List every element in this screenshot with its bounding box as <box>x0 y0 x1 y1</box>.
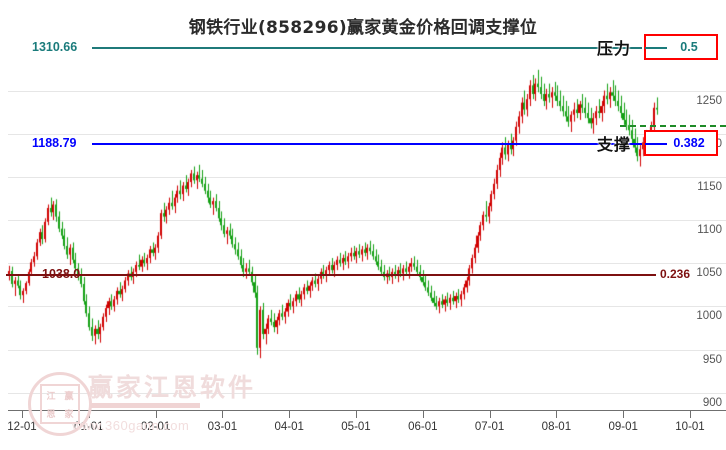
x-axis-tick-label: 12-01 <box>7 421 37 433</box>
x-axis-tick-label: 03-01 <box>207 421 238 433</box>
x-axis-tick-label: 04-01 <box>274 421 304 433</box>
badge-value: 0.382 <box>673 136 705 151</box>
fib-level-line <box>6 273 656 276</box>
x-axis-tick-label: 02-01 <box>140 421 171 433</box>
fib-level-badge[interactable]: 0.382 <box>644 130 718 157</box>
x-axis-tick-mark <box>690 410 691 418</box>
fib-level-left-label: 1310.66 <box>32 40 78 54</box>
x-axis-tick-mark <box>289 410 291 418</box>
x-axis-tick-label: 08-01 <box>541 421 572 433</box>
y-axis-tick-label: 900 <box>702 396 722 409</box>
plot-area: 125012001150110010501000950900 1310.66压力… <box>0 34 726 410</box>
x-axis-line <box>8 410 726 411</box>
level-annotation-label: 压力 <box>597 39 632 58</box>
x-axis-tick-mark <box>22 410 23 418</box>
last-price-dashed-line <box>620 125 726 128</box>
x-axis-tick-label: 01-01 <box>74 421 104 433</box>
x-axis-tick-mark <box>155 410 157 418</box>
x-axis-tick-mark <box>556 410 558 418</box>
x-axis-tick-label: 07-01 <box>474 421 505 433</box>
fib-level-left-label: 1188.79 <box>32 136 77 151</box>
fib-level-badge[interactable]: 0.5 <box>644 34 718 60</box>
x-axis-tick-mark <box>356 410 357 418</box>
x-axis-tick-mark <box>489 410 491 418</box>
x-axis-tick-mark <box>88 410 90 418</box>
x-axis-tick-label: 09-01 <box>608 421 638 433</box>
y-axis-tick-label: 1050 <box>696 267 722 280</box>
x-axis-tick-label: 05-01 <box>341 421 371 433</box>
badge-connector <box>645 47 667 49</box>
y-axis-tick-label: 1150 <box>697 180 722 193</box>
badge-value: 0.5 <box>680 40 698 54</box>
fib-level-line <box>92 143 642 146</box>
fib-level-right-label: 0.236 <box>660 266 691 281</box>
level-annotation-label: 支撑 <box>597 135 632 155</box>
y-axis-tick-label: 1000 <box>696 310 722 323</box>
y-axis-tick-label: 1250 <box>696 94 722 107</box>
y-axis-tick-label: 1100 <box>697 224 722 237</box>
x-axis-tick-label: 10-01 <box>675 421 705 433</box>
x-axis-tick-mark <box>422 410 424 418</box>
x-axis-tick-label: 06-01 <box>408 421 438 433</box>
page-title: 钢铁行业(858296)赢家黄金价格回调支撑位 <box>188 18 538 38</box>
x-axis-tick-mark <box>623 410 625 418</box>
candlestick-series <box>0 56 726 410</box>
x-axis-tick-mark <box>222 410 224 418</box>
fib-level-left-label: 1038.0 <box>42 266 81 281</box>
badge-connector <box>645 143 667 146</box>
y-axis-tick-label: 950 <box>702 353 722 366</box>
fib-level-line <box>92 47 642 49</box>
